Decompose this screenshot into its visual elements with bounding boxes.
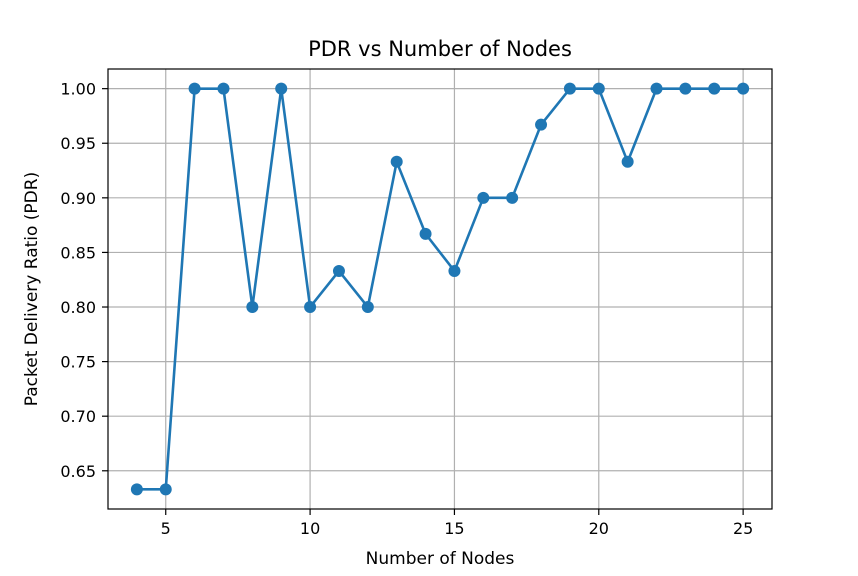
data-point <box>563 82 576 95</box>
series-layer <box>130 82 750 496</box>
data-point <box>361 301 374 314</box>
y-tick-label: 0.65 <box>60 462 96 481</box>
y-tick-label: 0.70 <box>60 407 96 426</box>
data-point <box>304 301 317 314</box>
data-point <box>621 155 634 168</box>
data-point <box>159 483 172 496</box>
y-axis-label: Packet Delivery Ratio (PDR) <box>22 172 42 406</box>
y-tick-label: 0.80 <box>60 298 96 317</box>
chart-title: PDR vs Number of Nodes <box>308 37 572 61</box>
data-point <box>506 191 519 204</box>
x-tick-label: 15 <box>444 519 464 538</box>
data-point <box>592 82 605 95</box>
series-line <box>136 87 744 491</box>
x-tick-label: 10 <box>300 519 320 538</box>
data-point <box>130 483 143 496</box>
data-point <box>708 82 721 95</box>
data-point <box>390 155 403 168</box>
y-tick-label: 0.95 <box>60 134 96 153</box>
x-tick-label: 5 <box>161 519 171 538</box>
data-point <box>535 118 548 131</box>
x-tick-label: 20 <box>589 519 609 538</box>
y-tick-label: 0.85 <box>60 243 96 262</box>
y-tick-label: 0.75 <box>60 353 96 372</box>
ticks: 5 10 15 20 25 0.65 0.70 0.75 0.80 0.85 0.90 0.95 1.0… <box>60 80 753 538</box>
data-point <box>679 82 692 95</box>
y-tick-label: 0.90 <box>60 189 96 208</box>
data-point <box>737 82 750 95</box>
x-tick-label: 25 <box>733 519 753 538</box>
data-point <box>246 301 259 314</box>
axes-frame <box>107 68 773 510</box>
data-point <box>419 227 432 240</box>
grid <box>108 69 772 509</box>
data-point <box>332 264 345 277</box>
data-point <box>448 264 461 277</box>
data-point <box>477 191 490 204</box>
data-point <box>275 82 288 95</box>
data-point <box>188 82 201 95</box>
x-axis-label: Number of Nodes <box>366 549 515 569</box>
data-point <box>217 82 230 95</box>
data-point <box>650 82 663 95</box>
y-tick-label: 1.00 <box>60 80 96 99</box>
